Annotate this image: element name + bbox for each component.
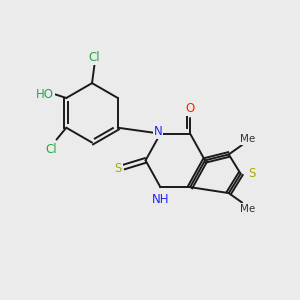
Text: NH: NH — [152, 193, 170, 206]
Text: Me: Me — [241, 204, 256, 214]
Text: N: N — [154, 125, 162, 138]
Text: S: S — [248, 167, 256, 180]
Text: O: O — [185, 102, 195, 115]
Text: Cl: Cl — [45, 143, 57, 156]
Text: Me: Me — [241, 134, 256, 144]
Text: HO: HO — [36, 88, 54, 101]
Text: S: S — [115, 162, 122, 175]
Text: Cl: Cl — [88, 51, 100, 64]
